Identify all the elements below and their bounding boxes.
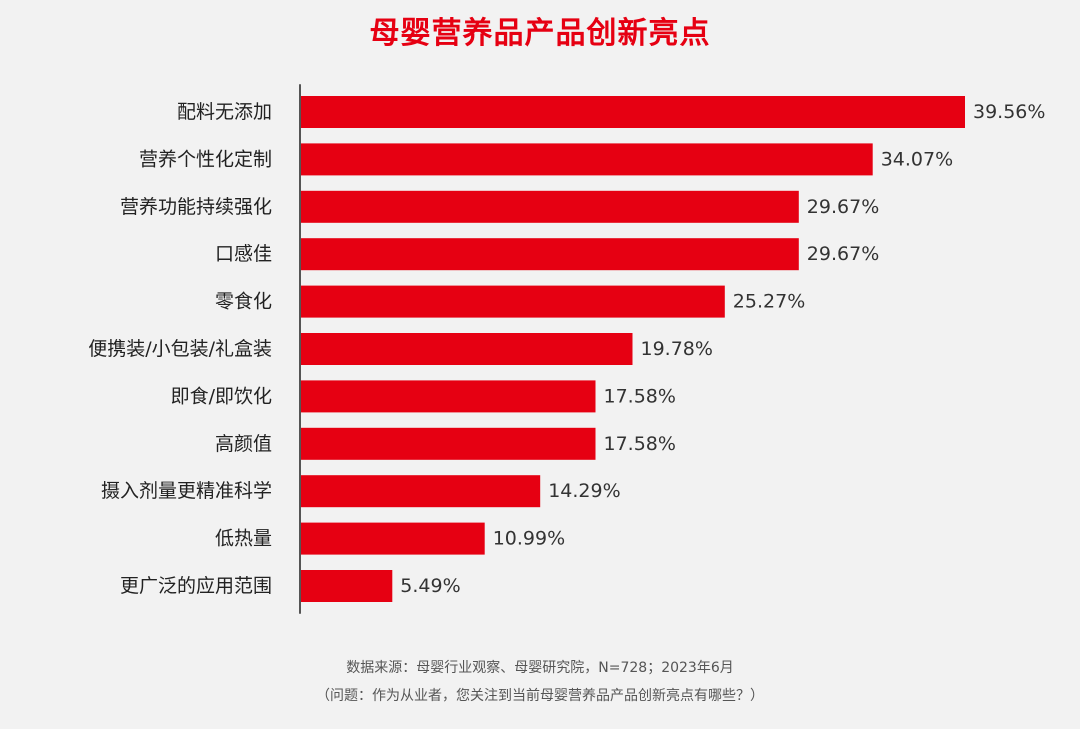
category-label-10: 更广泛的应用范围: [120, 575, 272, 597]
bar-chart: 配料无添加营养个性化定制营养功能持续强化口感佳零食化便携装/小包装/礼盒装即食/…: [88, 84, 1045, 614]
value-label-0: 39.56%: [973, 101, 1045, 123]
category-labels-group: 配料无添加营养个性化定制营养功能持续强化口感佳零食化便携装/小包装/礼盒装即食/…: [88, 101, 272, 597]
category-label-6: 即食/即饮化: [171, 385, 272, 407]
value-label-8: 14.29%: [548, 480, 620, 502]
value-label-9: 10.99%: [493, 528, 565, 550]
category-label-3: 口感佳: [215, 243, 272, 265]
value-label-5: 19.78%: [641, 338, 713, 360]
bar-5: [300, 333, 633, 365]
survey-question-note: （问题：作为从业者，您关注到当前母婴营养品产品创新亮点有哪些？）: [316, 688, 764, 704]
value-labels-group: 39.56% 34.07% 29.67% 29.67% 25.27% 19.78% 17.5…: [400, 101, 1045, 597]
bar-0: [300, 96, 965, 128]
value-label-3: 29.67%: [807, 243, 879, 265]
category-label-0: 配料无添加: [177, 101, 272, 123]
value-label-10: 5.49%: [400, 575, 460, 597]
value-label-6: 17.58%: [604, 385, 676, 407]
category-label-2: 营养功能持续强化: [120, 196, 272, 218]
bar-2: [300, 190, 799, 223]
bar-7: [300, 427, 596, 460]
category-label-5: 便携装/小包装/礼盒装: [88, 338, 272, 360]
category-label-4: 零食化: [215, 291, 272, 313]
data-source-note: 数据来源：母婴行业观察、母婴研究院，N=728；2023年6月: [346, 660, 734, 676]
bar-9: [300, 522, 485, 555]
bar-6: [300, 380, 596, 413]
bars-group: [300, 96, 965, 602]
bar-1: [300, 143, 873, 176]
bar-10: [300, 570, 393, 602]
category-label-8: 摄入剂量更精准科学: [101, 480, 272, 502]
chart-title: 母婴营养品产品创新亮点: [369, 16, 711, 51]
bar-3: [300, 238, 799, 271]
bar-8: [300, 475, 541, 508]
value-label-7: 17.58%: [604, 433, 676, 455]
value-label-4: 25.27%: [733, 291, 805, 313]
category-label-9: 低热量: [215, 528, 272, 550]
category-label-1: 营养个性化定制: [139, 148, 272, 170]
category-label-7: 高颜值: [215, 433, 272, 455]
value-label-2: 29.67%: [807, 196, 879, 218]
value-label-1: 34.07%: [881, 148, 953, 170]
bar-4: [300, 285, 725, 318]
